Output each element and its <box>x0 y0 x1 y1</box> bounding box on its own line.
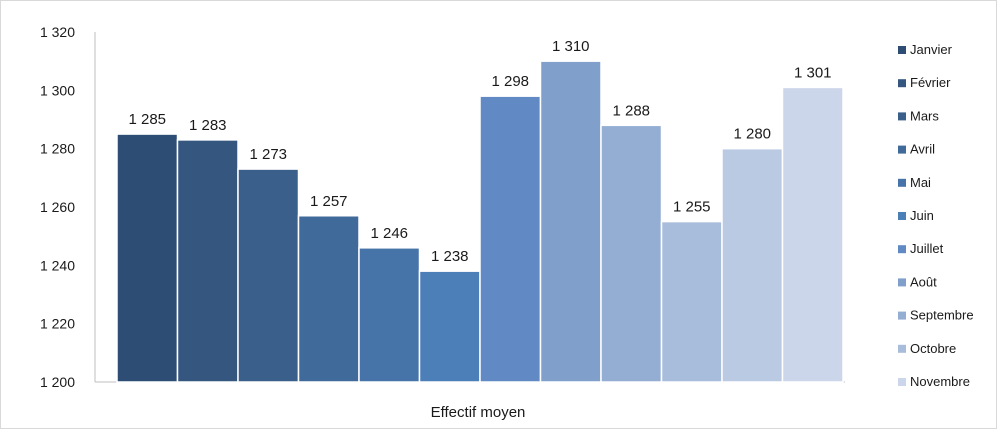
bar-value-label: 1 238 <box>431 248 469 265</box>
legend-label: Septembre <box>910 308 974 323</box>
bar <box>600 124 663 383</box>
legend-swatch <box>898 378 906 386</box>
legend-label: Juillet <box>910 241 944 256</box>
bar <box>721 147 784 383</box>
y-tick-label: 1 320 <box>40 24 75 40</box>
data-labels: 1 285 1 283 1 273 1 257 1 246 1 238 1 298 1 310… <box>128 38 831 265</box>
legend-swatch <box>898 145 906 154</box>
legend-swatch <box>898 178 906 187</box>
legend-swatch <box>898 245 906 254</box>
bar-value-label: 1 257 <box>310 193 348 210</box>
bar <box>781 86 844 383</box>
legend-label: Novembre <box>910 374 970 389</box>
legend-label: Avril <box>910 142 935 157</box>
legend-swatch <box>898 112 906 121</box>
bar <box>539 60 602 383</box>
y-tick-label: 1 200 <box>40 374 75 390</box>
legend-label: Mai <box>910 175 931 190</box>
legend-label: Janvier <box>910 42 953 57</box>
bar <box>418 270 481 383</box>
legend-swatch <box>898 344 906 353</box>
bar-value-label: 1 255 <box>673 199 711 216</box>
bar <box>660 220 723 383</box>
legend-swatch <box>898 311 906 320</box>
legend-swatch <box>898 212 906 220</box>
bar-value-label: 1 288 <box>612 102 650 119</box>
bar <box>237 168 300 383</box>
bar-value-label: 1 283 <box>189 117 227 134</box>
bar <box>176 139 239 383</box>
bar <box>479 95 542 383</box>
legend-label: Juin <box>910 208 934 223</box>
legend-swatch <box>898 79 906 88</box>
bar <box>358 247 421 383</box>
bar-value-label: 1 285 <box>128 111 166 128</box>
bar-value-label: 1 301 <box>794 64 832 81</box>
bar-value-label: 1 273 <box>249 146 287 163</box>
y-tick-label: 1 300 <box>40 82 75 98</box>
bar <box>116 133 179 383</box>
legend-label: Février <box>910 75 951 90</box>
y-tick-label: 1 220 <box>40 316 75 332</box>
y-tick-label: 1 260 <box>40 199 75 215</box>
legend-swatch <box>898 278 906 287</box>
bar-value-label: 1 298 <box>491 73 529 90</box>
y-tick-label: 1 240 <box>40 257 75 273</box>
y-axis-ticks: 1 200 1 220 1 240 1 260 1 280 1 300 1 320 <box>40 24 75 390</box>
bar-series <box>116 60 844 383</box>
y-tick-label: 1 280 <box>40 141 75 157</box>
bar-value-label: 1 310 <box>552 38 590 55</box>
legend-label: Mars <box>910 108 939 123</box>
legend-label: Octobre <box>910 341 956 356</box>
bar-value-label: 1 280 <box>733 126 771 143</box>
bar <box>297 215 360 383</box>
legend-swatch <box>898 46 906 54</box>
bar-value-label: 1 246 <box>370 225 408 242</box>
legend: Janvier Février Mars Avril Mai Juin Juillet Aoû… <box>898 42 974 389</box>
legend-label: Août <box>910 274 937 289</box>
x-axis-label: Effectif moyen <box>431 404 526 421</box>
